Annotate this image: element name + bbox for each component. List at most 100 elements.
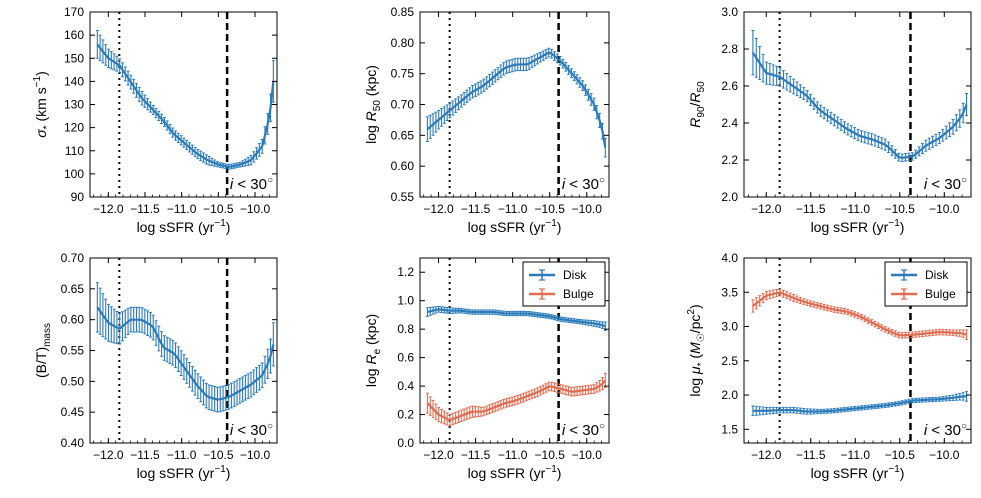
inclination-annotation: i < 30○ bbox=[562, 421, 605, 439]
series-line bbox=[426, 51, 607, 148]
x-tick-label: −10.5 bbox=[203, 202, 234, 216]
y-tick-label: 2.0 bbox=[721, 388, 738, 402]
y-tick-label: 0.70 bbox=[61, 251, 85, 265]
x-axis-label: log sSFR (yr−1) bbox=[811, 218, 905, 235]
y-tick-label: 90 bbox=[71, 190, 85, 204]
x-tick-label: −11.0 bbox=[498, 202, 528, 216]
y-tick-label: 0.4 bbox=[397, 379, 414, 393]
series-disk bbox=[95, 30, 275, 170]
y-tick-label: 0.60 bbox=[391, 159, 415, 173]
y-tick-label: 0.6 bbox=[397, 351, 414, 365]
x-tick-label: −12.0 bbox=[93, 448, 124, 462]
y-tick-label: 0.80 bbox=[391, 36, 415, 50]
x-axis-label: log sSFR (yr−1) bbox=[137, 464, 231, 481]
y-tick-label: 2.4 bbox=[721, 116, 738, 130]
y-tick-label: 0.55 bbox=[391, 190, 415, 204]
x-tick-label: −11.0 bbox=[841, 202, 871, 216]
series-disk bbox=[425, 305, 607, 332]
y-tick-label: 0.45 bbox=[61, 405, 85, 419]
y-tick-label: 0.60 bbox=[61, 313, 85, 327]
y-tick-label: 0.65 bbox=[61, 282, 85, 296]
plot-frame bbox=[89, 257, 278, 444]
y-axis-label: R90/R50 bbox=[687, 81, 707, 128]
x-tick-label: −10.5 bbox=[203, 448, 234, 462]
y-tick-label: 0.85 bbox=[391, 5, 415, 19]
x-tick-label: −10.5 bbox=[535, 448, 566, 462]
x-axis-label: log sSFR (yr−1) bbox=[468, 218, 562, 235]
legend-label-bulge: Bulge bbox=[925, 287, 956, 301]
y-tick-label: 150 bbox=[64, 51, 84, 65]
y-tick-label: 0.50 bbox=[61, 374, 85, 388]
y-tick-label: 110 bbox=[65, 144, 84, 158]
x-axis-label: log sSFR (yr−1) bbox=[468, 464, 562, 481]
series-disk bbox=[425, 47, 607, 158]
y-tick-label: 0.70 bbox=[391, 98, 415, 112]
x-tick-label: −11.5 bbox=[461, 202, 491, 216]
legend-label-disk: Disk bbox=[563, 268, 587, 282]
series-line bbox=[752, 395, 967, 413]
x-tick-label: −10.5 bbox=[885, 448, 916, 462]
y-tick-label: 0.8 bbox=[397, 322, 414, 336]
x-tick-label: −10.0 bbox=[929, 448, 960, 462]
legend-label-disk: Disk bbox=[925, 268, 949, 282]
x-tick-label: −10.0 bbox=[572, 448, 603, 462]
y-tick-label: 2.8 bbox=[721, 42, 738, 56]
y-tick-label: 1.0 bbox=[397, 294, 414, 308]
panel-4: −12.0 −11.5 −11.0 −10.5 −10.0 0.40 0.45 0.50 0.5… bbox=[33, 251, 278, 481]
x-tick-label: −11.0 bbox=[841, 448, 871, 462]
x-tick-label: −12.0 bbox=[423, 202, 454, 216]
y-tick-label: 1.5 bbox=[721, 422, 738, 436]
y-tick-label: 0.65 bbox=[391, 128, 415, 142]
x-tick-label: −12.0 bbox=[751, 202, 782, 216]
y-axis-label: (B/T)mass bbox=[33, 323, 53, 378]
x-tick-label: −11.5 bbox=[796, 202, 826, 216]
inclination-annotation: i < 30○ bbox=[230, 175, 273, 193]
series-line bbox=[96, 306, 275, 401]
x-tick-label: −10.0 bbox=[240, 448, 271, 462]
y-axis-label: log Re (kpc) bbox=[363, 314, 383, 387]
y-axis-label: σ* (km s−1) bbox=[32, 71, 53, 138]
series-bulge bbox=[751, 288, 969, 341]
y-tick-label: 100 bbox=[64, 167, 84, 181]
y-tick-label: 2.2 bbox=[721, 153, 738, 167]
x-tick-label: −12.0 bbox=[423, 448, 454, 462]
plot-frame bbox=[743, 257, 972, 444]
x-tick-label: −11.5 bbox=[461, 448, 491, 462]
y-tick-label: 1.2 bbox=[397, 265, 414, 279]
inclination-annotation: i < 30○ bbox=[230, 421, 273, 439]
panel-1: −12.0 −11.5 −11.0 −10.5 −10.0 90 100 110 120 130 1… bbox=[32, 5, 278, 235]
y-axis-label: log R50 (kpc) bbox=[363, 65, 383, 144]
x-tick-label: −11.0 bbox=[498, 448, 528, 462]
y-tick-label: 0.0 bbox=[397, 436, 414, 450]
series-disk bbox=[751, 30, 969, 163]
inclination-annotation: i < 30○ bbox=[562, 175, 605, 193]
y-tick-label: 3.5 bbox=[721, 285, 738, 299]
plot-frame bbox=[743, 11, 972, 198]
y-tick-label: 160 bbox=[64, 28, 84, 42]
series-disk bbox=[751, 391, 969, 417]
plot-frame bbox=[89, 11, 278, 198]
y-tick-label: 140 bbox=[64, 74, 84, 88]
series-line bbox=[752, 291, 967, 337]
series-line bbox=[751, 52, 968, 159]
y-tick-label: 2.5 bbox=[721, 354, 738, 368]
x-axis-label: log sSFR (yr−1) bbox=[137, 218, 231, 235]
x-tick-label: −10.0 bbox=[240, 202, 271, 216]
y-axis-label: log μ* (M☉/pc2) bbox=[686, 304, 707, 396]
y-tick-label: 3.0 bbox=[721, 5, 738, 19]
y-tick-label: 2.0 bbox=[721, 190, 738, 204]
x-tick-label: −11.0 bbox=[167, 202, 197, 216]
panel-2: −12.0 −11.5 −11.0 −10.5 −10.0 0.55 0.60 0.65 0.7… bbox=[363, 5, 610, 235]
series-bulge bbox=[425, 372, 607, 427]
panel-5: −12.0 −11.5 −11.0 −10.5 −10.0 0.0 0.2 0.4 0.6 0.8… bbox=[363, 257, 610, 481]
x-tick-label: −10.5 bbox=[535, 202, 566, 216]
inclination-annotation: i < 30○ bbox=[924, 421, 967, 439]
series-line bbox=[426, 379, 607, 422]
panel-6: −12.0 −11.5 −11.0 −10.5 −10.0 1.5 2.0 2.5 3.0 3.5… bbox=[686, 251, 972, 481]
legend: Disk Bulge bbox=[522, 261, 606, 307]
y-tick-label: 0.2 bbox=[397, 408, 414, 422]
x-tick-label: −12.0 bbox=[93, 202, 124, 216]
y-tick-label: 2.6 bbox=[721, 79, 738, 93]
y-tick-label: 0.55 bbox=[61, 344, 85, 358]
x-tick-label: −11.0 bbox=[167, 448, 197, 462]
